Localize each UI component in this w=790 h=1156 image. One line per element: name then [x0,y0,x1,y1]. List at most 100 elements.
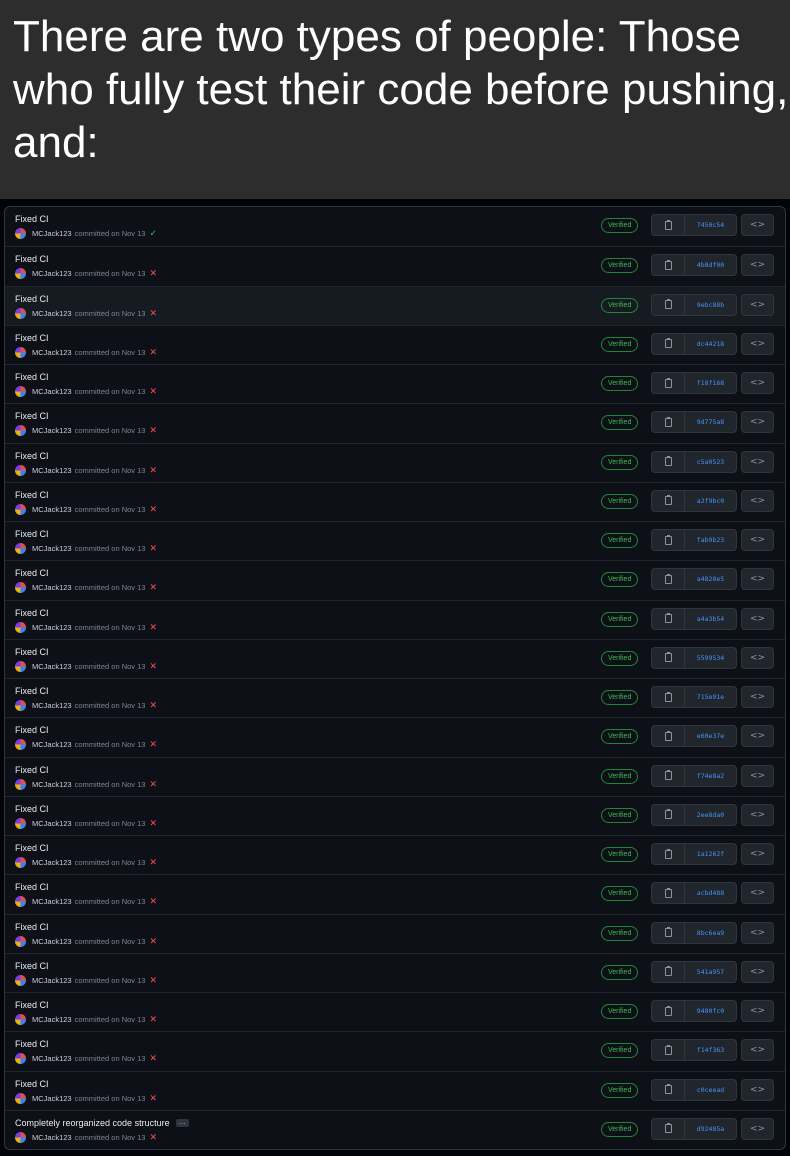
x-icon[interactable]: ✕ [149,543,158,553]
verified-badge[interactable]: Verified [601,415,639,431]
copy-sha-button[interactable] [652,804,685,825]
avatar[interactable] [15,660,26,672]
author-link[interactable]: MCJack123 [32,1015,72,1024]
verified-badge[interactable]: Verified [601,297,639,313]
x-icon[interactable]: ✕ [149,346,158,357]
x-icon[interactable]: ✕ [149,268,158,279]
author-link[interactable]: MCJack123 [32,740,72,750]
avatar[interactable] [15,386,26,397]
verified-badge[interactable]: Verified [601,690,639,705]
commit-message-link[interactable]: Fixed CI [15,332,49,343]
commit-message-link[interactable]: Fixed CI [15,372,49,382]
x-icon[interactable]: ✕ [149,1092,158,1103]
browse-code-button[interactable]: <> [741,607,774,630]
avatar[interactable] [15,307,26,319]
verified-badge[interactable]: Verified [601,493,639,509]
x-icon[interactable]: ✕ [149,307,158,318]
avatar[interactable] [15,464,26,476]
verified-badge[interactable]: Verified [601,572,639,588]
commit-message-link[interactable]: Fixed CI [15,411,49,422]
copy-sha-button[interactable] [652,215,685,235]
commit-sha-link[interactable]: 9480fc0 [696,1007,725,1015]
commit-message-link[interactable]: Fixed CI [15,646,49,657]
avatar[interactable] [15,817,26,829]
commit-message-link[interactable]: Fixed CI [15,725,49,736]
verified-badge[interactable]: Verified [601,807,639,823]
author-link[interactable]: MCJack123 [32,1132,72,1142]
x-icon[interactable]: ✕ [149,582,158,593]
avatar[interactable] [15,974,26,986]
browse-code-button[interactable]: <> [741,568,774,591]
avatar[interactable] [15,425,26,437]
x-icon[interactable]: ✕ [149,425,158,436]
commit-message-link[interactable]: Fixed CI [15,843,49,853]
copy-sha-button[interactable] [652,1118,685,1139]
avatar[interactable] [15,621,26,633]
verified-badge[interactable]: Verified [601,258,639,274]
avatar[interactable] [15,700,26,711]
commit-message-link[interactable]: Fixed CI [15,803,49,814]
browse-code-button[interactable]: <> [741,764,774,787]
commit-message-link[interactable]: Fixed CI [15,1078,49,1089]
x-icon[interactable]: ✕ [149,778,158,789]
avatar[interactable] [15,582,26,594]
avatar[interactable] [15,778,26,790]
avatar[interactable] [15,543,26,554]
browse-code-button[interactable]: <> [741,1117,774,1140]
x-icon[interactable]: ✕ [149,464,158,475]
commit-sha-link[interactable]: fab9b23 [696,536,725,544]
author-link[interactable]: MCJack123 [32,544,72,553]
author-link[interactable]: MCJack123 [32,622,72,632]
commit-message-link[interactable]: Fixed CI [15,607,49,618]
browse-code-button[interactable]: <> [741,960,774,983]
commit-message-link[interactable]: Fixed CI [15,764,49,775]
copy-sha-button[interactable] [652,647,685,668]
commit-sha-link[interactable]: dc44218 [696,339,725,348]
avatar[interactable] [15,935,26,947]
x-icon[interactable]: ✕ [149,1131,158,1142]
commit-sha-link[interactable]: 1a1262f [696,850,725,858]
author-link[interactable]: MCJack123 [32,858,72,867]
browse-code-button[interactable]: <> [741,293,774,316]
avatar[interactable] [15,1053,26,1065]
author-link[interactable]: MCJack123 [32,897,72,907]
browse-code-button[interactable]: <> [741,529,774,551]
verified-badge[interactable]: Verified [601,336,639,352]
copy-sha-button[interactable] [652,451,685,472]
copy-sha-button[interactable] [652,961,685,982]
copy-sha-button[interactable] [652,412,685,433]
commit-sha-link[interactable]: f18f168 [696,379,725,387]
avatar[interactable] [15,503,26,515]
author-link[interactable]: MCJack123 [32,661,72,671]
copy-sha-button[interactable] [652,1001,685,1021]
x-icon[interactable]: ✕ [149,896,158,907]
expand-message-button[interactable]: … [175,1119,189,1128]
author-link[interactable]: MCJack123 [32,1093,72,1103]
commit-sha-link[interactable]: 8bc6ea9 [696,928,725,937]
copy-sha-button[interactable] [652,530,685,550]
browse-code-button[interactable]: <> [741,646,774,669]
verified-badge[interactable]: Verified [601,1121,639,1137]
commit-message-link[interactable]: Fixed CI [15,293,49,304]
avatar[interactable] [15,857,26,868]
commit-sha-link[interactable]: f74e8a2 [696,771,725,780]
author-link[interactable]: MCJack123 [32,504,72,514]
commit-sha-link[interactable]: 2ee8da0 [696,810,725,819]
x-icon[interactable]: ✕ [149,386,158,396]
author-link[interactable]: MCJack123 [32,1054,72,1064]
copy-sha-button[interactable] [652,294,685,315]
avatar[interactable] [15,346,26,358]
commit-sha-link[interactable]: 541a957 [696,967,725,976]
author-link[interactable]: MCJack123 [32,347,72,357]
browse-code-button[interactable]: <> [741,803,774,826]
avatar[interactable] [15,1092,26,1104]
verified-badge[interactable]: Verified [601,847,639,862]
avatar[interactable] [15,896,26,908]
browse-code-button[interactable]: <> [741,686,774,708]
browse-code-button[interactable]: <> [741,882,774,905]
author-link[interactable]: MCJack123 [32,426,72,436]
author-link[interactable]: MCJack123 [32,229,72,238]
x-icon[interactable]: ✕ [149,1053,158,1064]
commit-message-link[interactable]: Fixed CI [15,1000,49,1010]
x-icon[interactable]: ✕ [149,857,158,867]
